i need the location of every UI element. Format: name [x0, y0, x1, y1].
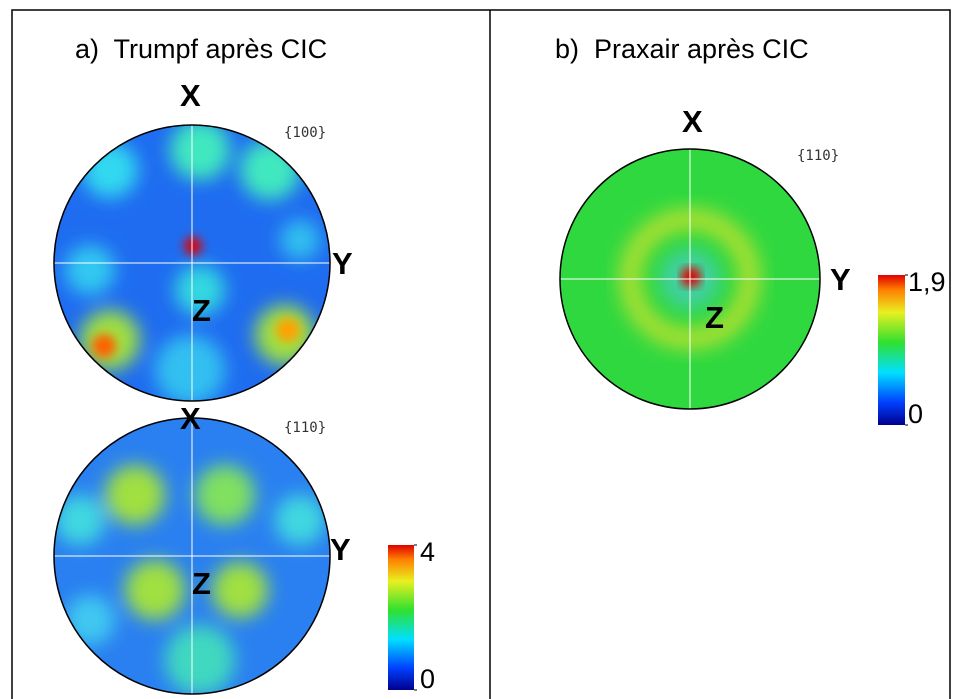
axis-label: Y	[330, 532, 351, 567]
colorbar-label: 4	[420, 537, 435, 567]
axis-label: Z	[192, 566, 211, 601]
panel-title: a) Trumpf après CIC	[75, 34, 327, 64]
colorbar	[388, 545, 414, 690]
axis-label: Y	[830, 262, 851, 297]
axis-label: X	[180, 78, 201, 113]
pole-figure	[54, 125, 330, 401]
plane-label: {100}	[284, 125, 326, 141]
colorbar-label: 1,9	[908, 267, 946, 297]
pole-circle	[53, 417, 331, 695]
colorbar	[878, 275, 905, 425]
colorbar-label: 0	[420, 664, 435, 694]
panel-title: b) Praxair après CIC	[555, 34, 809, 64]
colorbar-label: 0	[908, 399, 923, 429]
frame	[11, 9, 951, 699]
axis-label: Y	[332, 246, 353, 281]
pole-figure	[54, 418, 330, 694]
axis-label: X	[682, 104, 703, 139]
pole-circle	[53, 124, 331, 402]
plane-label: {110}	[284, 420, 326, 436]
plane-label: {110}	[797, 148, 839, 164]
axis-label: X	[180, 401, 201, 436]
axis-label: Z	[192, 293, 211, 328]
pole-circle	[559, 148, 821, 410]
axis-label: Z	[705, 300, 724, 335]
pole-figure	[560, 149, 820, 409]
